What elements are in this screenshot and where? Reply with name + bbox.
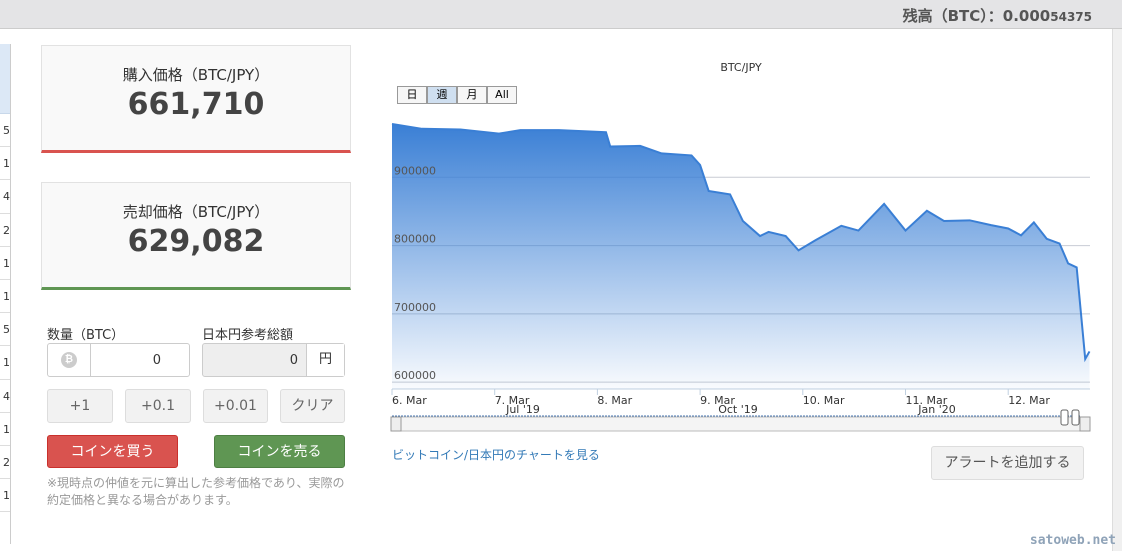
price-area — [392, 124, 1090, 390]
sell-coin-button[interactable]: コインを売る — [214, 435, 345, 468]
table-row[interactable]: 2 — [0, 446, 10, 480]
range-all-button[interactable]: All — [487, 86, 517, 104]
range-month-button[interactable]: 月 — [457, 86, 487, 104]
scroll-left-button[interactable] — [390, 416, 402, 432]
table-row[interactable]: 4 — [0, 380, 10, 413]
table-row[interactable]: 1 — [0, 479, 10, 513]
plus-0.01-button[interactable]: +0.01 — [203, 389, 268, 423]
quantity-input[interactable] — [91, 344, 189, 376]
balance-value-small: 54375 — [1050, 10, 1092, 24]
table-row[interactable]: 1 — [0, 346, 10, 380]
x-tick-label: 9. Mar — [700, 394, 735, 407]
price-line — [391, 123, 1091, 363]
x-tick-label: 12. Mar — [1008, 394, 1050, 407]
sell-price-value: 629,082 — [127, 224, 265, 259]
x-tick-label: 10. Mar — [803, 394, 845, 407]
buy-price-value: 661,710 — [127, 87, 265, 122]
navigator-label: Jan '20 — [917, 403, 955, 416]
btc-jpy-chart: BTC/JPY 900000 800000 700000 600000 6. Mar 7.… — [390, 61, 1091, 432]
add-alert-button[interactable]: アラートを追加する — [931, 446, 1084, 480]
x-tick-label: 7. Mar — [495, 394, 530, 407]
clear-button[interactable]: クリア — [280, 389, 345, 423]
table-row[interactable]: 1 — [0, 280, 10, 314]
view-chart-link[interactable]: ビットコイン/日本円のチャートを見る — [392, 448, 600, 462]
table-row[interactable]: 1 — [0, 413, 10, 446]
plus-1-button[interactable]: +1 — [47, 389, 113, 423]
y-tick-label: 900000 — [394, 164, 436, 177]
chart-title: BTC/JPY — [720, 61, 762, 74]
x-tick-label: 11. Mar — [906, 394, 948, 407]
table-header — [0, 44, 10, 114]
btc-balance: 残高（BTC）：0.00054375 — [903, 5, 1092, 26]
table-row[interactable]: 1 — [0, 247, 10, 280]
buy-price-box: 購入価格（BTC/JPY） 661,710 — [41, 45, 351, 153]
navigator[interactable]: Jul '19 Oct '19 Jan '20 — [390, 403, 1091, 432]
jpy-total-label: 日本円参考総額 — [202, 328, 294, 343]
page-scrollbar[interactable] — [1112, 29, 1122, 551]
scroll-right-button[interactable] — [1079, 416, 1091, 432]
x-tick-label: 6. Mar — [392, 394, 427, 407]
navigator-handle-left[interactable] — [1060, 409, 1069, 426]
jpy-total-field: 円 — [202, 343, 345, 377]
table-row[interactable]: 5 — [0, 313, 10, 347]
watermark: satoweb.net — [1029, 533, 1116, 548]
y-tick-label: 800000 — [394, 233, 436, 246]
buy-coin-button[interactable]: コインを買う — [47, 435, 178, 468]
y-tick-label: 700000 — [394, 301, 436, 314]
navigator-label: Jul '19 — [505, 403, 540, 416]
table-row[interactable]: 5 — [0, 114, 10, 148]
table-row[interactable]: 2 — [0, 214, 10, 247]
range-week-button[interactable]: 週 — [427, 86, 457, 104]
sell-price-label: 売却価格（BTC/JPY） — [122, 203, 270, 221]
navigator-label: Oct '19 — [718, 403, 758, 416]
x-tick-label: 8. Mar — [597, 394, 632, 407]
balance-label: 残高（BTC）： — [902, 7, 1003, 25]
top-bar: 残高（BTC）：0.00054375 — [0, 0, 1122, 29]
table-row[interactable]: 1 — [0, 147, 10, 181]
plus-0.1-button[interactable]: +0.1 — [125, 389, 191, 423]
table-row[interactable]: 4 — [0, 180, 10, 214]
y-tick-label: 600000 — [394, 369, 436, 382]
range-day-button[interactable]: 日 — [397, 86, 427, 104]
navigator-scrollbar[interactable] — [390, 416, 1091, 432]
quantity-label: 数量（BTC） — [47, 328, 125, 343]
yen-unit: 円 — [306, 344, 344, 376]
sell-price-box: 売却価格（BTC/JPY） 629,082 — [41, 182, 351, 290]
buy-price-label: 購入価格（BTC/JPY） — [122, 66, 270, 84]
navigator-handle-right[interactable] — [1071, 409, 1080, 426]
quantity-field: ₿ — [47, 343, 190, 377]
price-note: ※現時点の仲値を元に算出した参考価格であり、実際の約定価格と異なる場合があります… — [47, 476, 345, 507]
balance-value: 0.000 — [1002, 7, 1051, 25]
jpy-total-input — [203, 344, 306, 376]
bitcoin-icon: ₿ — [48, 344, 91, 376]
